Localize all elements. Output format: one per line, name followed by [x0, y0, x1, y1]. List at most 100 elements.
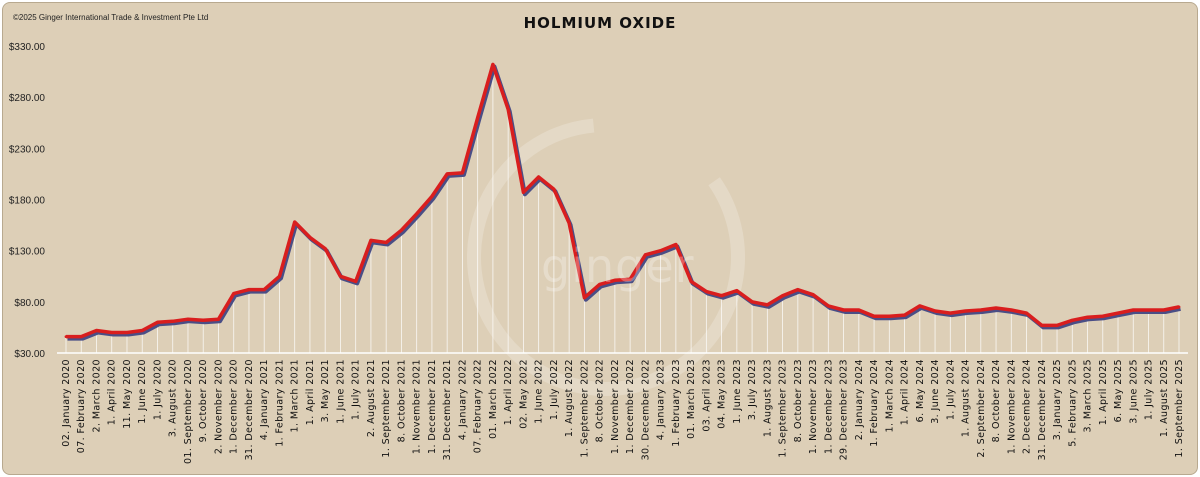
x-tick-label: 03. April 2023: [701, 359, 712, 432]
x-tick-label: 8. October 2024: [991, 359, 1002, 442]
data-point: [979, 308, 983, 312]
x-tick-label: 1. November 2024: [1006, 359, 1017, 454]
data-point: [110, 331, 114, 334]
x-tick-label: 31. December 2021: [442, 359, 453, 460]
x-tick-label: 3. July 2023: [747, 359, 758, 420]
chart-title: HOLMIUM OXIDE: [523, 14, 677, 32]
data-point: [491, 63, 495, 66]
data-point: [171, 319, 175, 323]
x-tick-label: 2. September 2024: [976, 359, 987, 458]
data-point: [964, 309, 967, 313]
x-tick-label: 02. May 2022: [518, 359, 529, 429]
data-point: [918, 304, 922, 308]
x-tick-label: 8. October 2022: [595, 359, 606, 442]
y-tick-label: $30.00: [14, 349, 45, 360]
data-point: [415, 212, 419, 216]
x-tick-label: 01. March 2022: [488, 359, 499, 439]
x-tick-label: 02. January 2020: [61, 359, 72, 447]
x-tick-label: 1. November 2022: [610, 359, 621, 454]
x-tick-label: 1. July 2022: [549, 359, 560, 420]
x-tick-label: 1. August 2025: [1159, 359, 1170, 437]
x-tick-label: 8. October 2023: [793, 359, 804, 442]
data-point: [293, 220, 297, 224]
data-point: [903, 313, 906, 317]
x-tick-label: 1. February 2024: [869, 359, 880, 447]
x-tick-label: 1. December 2021: [427, 359, 438, 454]
data-point: [247, 288, 251, 291]
x-tick-label: 1. February 2023: [671, 359, 682, 447]
x-tick-label: 1. August 2022: [564, 359, 575, 437]
y-tick-label: $80.00: [14, 298, 45, 309]
data-point: [1040, 323, 1044, 327]
data-point: [323, 247, 327, 251]
data-point: [933, 309, 937, 313]
x-tick-label: 6. May 2025: [1113, 359, 1124, 422]
x-tick-label: 1. September 2021: [381, 359, 392, 458]
x-tick-label: 01. September 2020: [183, 359, 194, 464]
x-tick-label: 1. August 2024: [961, 359, 972, 437]
x-tick-label: 2. March 2020: [91, 359, 102, 432]
x-axis: 02. January 2020 07. February 2020 2. Marc…: [61, 359, 1185, 464]
x-tick-label: 1. June 2022: [534, 359, 545, 424]
data-point: [521, 190, 525, 194]
y-tick-label: $130.00: [9, 247, 46, 258]
data-point: [552, 187, 556, 191]
x-tick-label: 1. December 2022: [625, 359, 636, 454]
x-tick-label: 6. May 2024: [915, 359, 926, 422]
x-tick-label: 1. April 2022: [503, 359, 514, 425]
x-tick-label: 1. March 2021: [290, 359, 301, 432]
chart-svg: $330.00 $280.00 $230.00 $180.00 $130.00 $80.0…: [9, 42, 1188, 464]
x-tick-label: 1. April 2025: [1098, 359, 1109, 425]
data-point: [1101, 314, 1105, 318]
x-tick-label: 1. July 2020: [152, 359, 163, 420]
series-line: [66, 62, 1180, 339]
x-tick-label: 1. September 2023: [778, 359, 789, 458]
data-point: [95, 329, 98, 332]
data-point: [735, 289, 739, 292]
x-tick-label: 1. September 2025: [1174, 359, 1185, 458]
x-tick-label: 1. November 2021: [412, 359, 423, 454]
x-tick-label: 4. January 2023: [656, 359, 667, 440]
data-point: [613, 278, 617, 282]
x-tick-label: 3. June 2025: [1128, 359, 1139, 424]
x-tick-label: 3. March 2025: [1083, 359, 1094, 432]
y-tick-label: $280.00: [9, 93, 46, 104]
data-point: [659, 249, 663, 253]
x-tick-label: 01. March 2023: [686, 359, 697, 439]
data-point: [567, 221, 571, 225]
x-tick-label: 1. September 2022: [579, 359, 590, 458]
x-tick-label: 1. March 2024: [884, 359, 895, 432]
data-point: [430, 195, 434, 198]
x-tick-label: 07. February 2022: [473, 359, 484, 453]
data-point: [948, 311, 952, 315]
data-point: [384, 241, 388, 244]
copyright-text: ©2025 Ginger International Trade & Inves…: [13, 13, 209, 22]
data-point: [1070, 318, 1074, 322]
x-tick-label: 1. July 2024: [945, 359, 956, 420]
x-tick-label: 2. December 2024: [1022, 359, 1033, 454]
data-point: [140, 329, 144, 332]
data-point: [1116, 311, 1120, 315]
data-point: [400, 228, 403, 232]
x-tick-label: 3. January 2025: [1052, 359, 1063, 440]
x-tick-label: 1. July 2021: [351, 359, 362, 420]
y-axis: $330.00 $280.00 $230.00 $180.00 $130.00 $80.0…: [9, 42, 46, 360]
series-shadow: [67, 64, 1181, 341]
data-point: [186, 317, 190, 321]
data-point: [1086, 315, 1089, 319]
data-point: [704, 290, 708, 293]
x-tick-label: 1. August 2023: [762, 359, 773, 437]
x-tick-label: 11. May 2020: [122, 359, 133, 429]
data-point: [598, 283, 602, 286]
data-point: [750, 300, 754, 304]
x-tick-label: 31. December 2024: [1037, 359, 1048, 460]
x-tick-label: 30. December 2022: [640, 359, 651, 460]
watermark-text: ginger: [541, 239, 695, 293]
data-point: [1177, 305, 1181, 309]
data-point: [232, 292, 236, 296]
series-holmium-oxide: [64, 62, 1181, 341]
x-tick-label: 3. May 2021: [320, 359, 331, 422]
x-tick-label: 3. August 2020: [168, 359, 179, 437]
data-point: [582, 296, 586, 300]
